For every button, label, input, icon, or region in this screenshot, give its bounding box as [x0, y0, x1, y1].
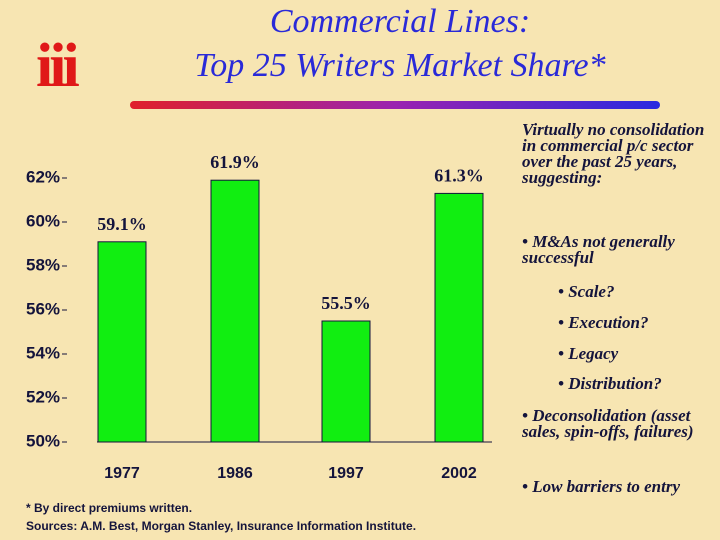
sub-bullet: • Distribution?	[558, 374, 662, 393]
y-tick-label: 50%	[26, 431, 60, 450]
value-label: 61.9%	[210, 152, 260, 172]
y-tick-label: 54%	[26, 343, 60, 362]
x-tick-label: 1997	[328, 465, 364, 482]
x-tick-label: 1986	[217, 465, 253, 482]
bar	[434, 192, 484, 443]
bullet: • Low barriers to entry	[522, 477, 681, 496]
y-tick-label: 60%	[26, 211, 60, 230]
title-rule	[130, 101, 660, 109]
bar	[210, 179, 260, 443]
bar	[97, 241, 147, 443]
title: Commercial Lines:	[270, 3, 530, 40]
value-label: 59.1%	[97, 214, 147, 234]
value-label: 55.5%	[321, 293, 371, 313]
y-tick-label: 56%	[26, 299, 60, 318]
y-tick-label: 62%	[26, 167, 60, 186]
footnote: * By direct premiums written.	[26, 501, 192, 515]
bar	[321, 320, 371, 443]
title: Top 25 Writers Market Share*	[194, 47, 605, 84]
x-tick-label: 2002	[441, 465, 477, 482]
x-tick-label: 1977	[104, 465, 140, 482]
sub-bullet: • Execution?	[558, 313, 649, 332]
y-tick-label: 58%	[26, 255, 60, 274]
note: Virtually no consolidation in commercial…	[522, 120, 705, 187]
bullet: • Deconsolidation (asset sales, spin-off…	[522, 406, 694, 441]
sub-bullet: • Legacy	[558, 344, 619, 363]
sub-bullet: • Scale?	[558, 282, 615, 301]
bullet: • M&As not generally successful	[522, 232, 675, 267]
y-tick-label: 52%	[26, 387, 60, 406]
value-label: 61.3%	[434, 165, 484, 185]
footnote: Sources: A.M. Best, Morgan Stanley, Insu…	[26, 519, 416, 533]
logo: iii	[36, 32, 79, 100]
